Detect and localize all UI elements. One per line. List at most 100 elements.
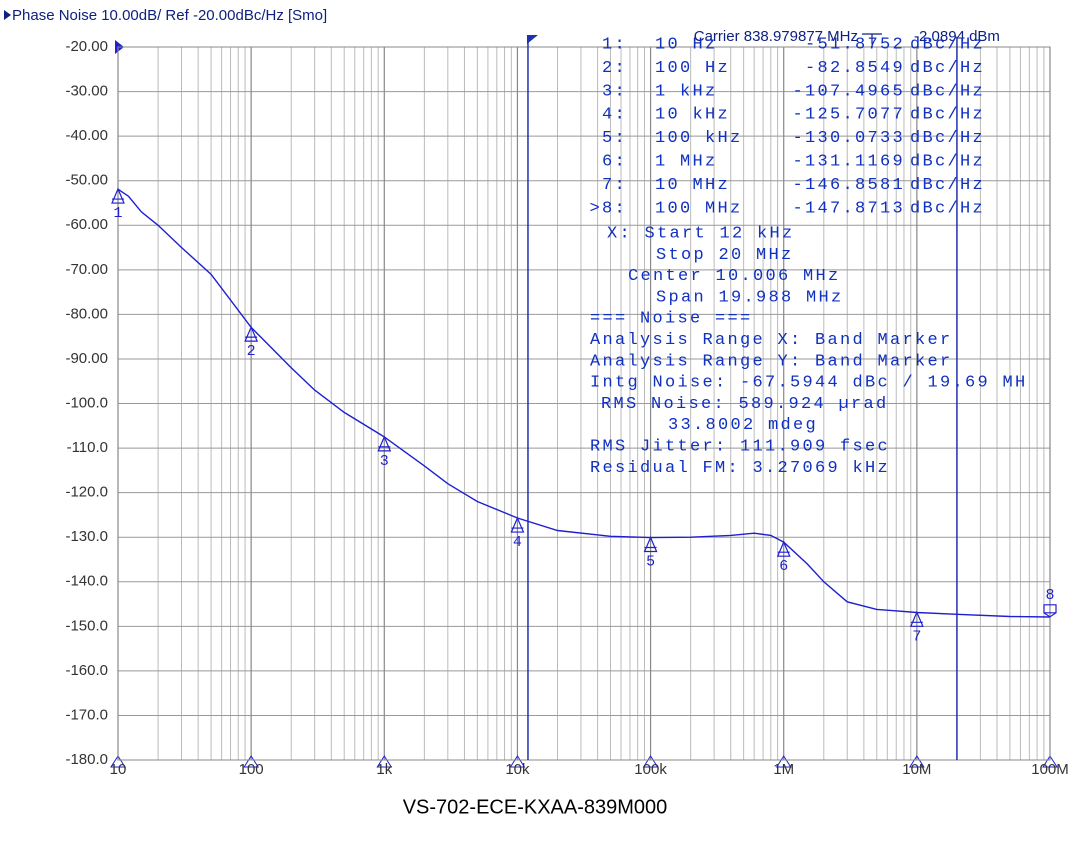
y-tick-label: -140.0: [65, 573, 108, 590]
y-tick-label: -100.0: [65, 394, 108, 411]
marker-value: -51.8752: [805, 35, 905, 54]
marker-freq: 10 MHz: [655, 176, 730, 195]
x-tick-marker: [642, 755, 659, 768]
title-arrow: [4, 10, 11, 20]
marker-row: >8:: [589, 199, 627, 218]
x-tick-marker: [908, 755, 925, 768]
marker-value: -107.4965: [792, 82, 905, 101]
marker-unit: dBc/Hz: [910, 59, 985, 78]
marker-row: 2:: [602, 59, 627, 78]
marker-row: 5:: [602, 129, 627, 148]
marker-freq: 1 kHz: [655, 82, 718, 101]
marker-row: 1:: [602, 35, 627, 54]
carrier-power: -2.0894 dBm: [914, 28, 1000, 45]
y-tick-label: -150.0: [65, 617, 108, 634]
x-tick-label: 10: [110, 761, 127, 778]
info-line: Span 19.988 MHz: [656, 288, 844, 307]
y-tick-label: -130.0: [65, 528, 108, 545]
x-tick-label: 1M: [773, 761, 794, 778]
marker-value: -82.8549: [805, 59, 905, 78]
marker-label: 7: [912, 628, 921, 645]
marker: [111, 187, 125, 204]
marker: [377, 435, 392, 452]
marker-value: -147.8713: [792, 199, 905, 218]
trace: [117, 188, 1051, 618]
info-line: Residual FM: 3.27069 kHz: [590, 459, 890, 478]
plot-frame: [117, 46, 1051, 761]
info-line: RMS Jitter: 111.909 fsec: [590, 437, 890, 456]
y-tick-label: -30.00: [65, 83, 108, 100]
info-line: X: Start 12 kHz: [607, 224, 795, 243]
marker-freq: 10 kHz: [655, 106, 730, 125]
y-tick-label: -90.00: [65, 350, 108, 367]
info-line: RMS Noise: 589.924 µrad: [601, 395, 889, 414]
y-tick-label: -40.00: [65, 127, 108, 144]
marker-row: 6:: [602, 152, 627, 171]
marker-unit: dBc/Hz: [910, 35, 985, 54]
x-tick-label: 100: [239, 761, 264, 778]
info-line: === Noise ===: [590, 310, 753, 329]
marker-value: -146.8581: [792, 176, 905, 195]
chart-title: Phase Noise 10.00dB/ Ref -20.00dBc/Hz [S…: [12, 7, 327, 24]
x-tick-label: 100k: [634, 761, 667, 778]
y-tick-label: -110.0: [67, 439, 108, 456]
info-line: Analysis Range X: Band Marker: [590, 331, 953, 350]
marker: [244, 325, 259, 342]
y-tick-label: -160.0: [65, 662, 108, 679]
marker: [643, 535, 658, 553]
marker-row: 3:: [602, 82, 627, 101]
carrier-cursor: [862, 33, 882, 44]
info-line: Center 10.006 MHz: [628, 267, 841, 286]
info-line: 33.8002 mdeg: [668, 416, 818, 435]
info-line: Stop 20 MHz: [656, 246, 794, 265]
x-tick-marker: [775, 755, 792, 768]
y-tick-label: -50.00: [65, 172, 108, 189]
y-tick-label: -20.00: [65, 38, 108, 55]
marker-label: 5: [646, 553, 655, 570]
x-tick-label: 10k: [505, 761, 530, 778]
y-tick-label: -170.0: [65, 706, 108, 723]
x-tick-marker: [110, 755, 126, 768]
marker-freq: 1 MHz: [655, 152, 718, 171]
marker: [510, 516, 525, 533]
marker-freq: 10 Hz: [655, 35, 718, 54]
marker: [909, 610, 924, 627]
y-tick-label: -70.00: [65, 261, 108, 278]
y-tick-label: -60.00: [65, 216, 108, 233]
marker-value: -130.0733: [792, 129, 905, 148]
marker-row: 4:: [602, 106, 627, 125]
marker-row: 7:: [602, 176, 627, 195]
y-tick-label: -80.00: [65, 305, 108, 322]
x-tick-label: 10M: [902, 761, 931, 778]
marker-value: -131.1169: [792, 152, 905, 171]
x-tick-marker: [243, 755, 260, 768]
marker-label: 8: [1045, 587, 1054, 604]
marker-label: 2: [247, 343, 256, 360]
marker-freq: 100 MHz: [655, 199, 743, 218]
band-flag: [526, 35, 538, 44]
info-line: Intg Noise: -67.5944 dBc / 19.69 MH: [590, 374, 1028, 393]
x-tick-label: 1k: [376, 761, 392, 778]
marker-freq: 100 kHz: [655, 129, 743, 148]
y-tick-label: -180.0: [65, 751, 108, 768]
marker-unit: dBc/Hz: [910, 129, 985, 148]
marker: [1043, 604, 1057, 618]
marker-label: 1: [113, 205, 122, 222]
marker-unit: dBc/Hz: [910, 176, 985, 195]
footer: VS-702-ECE-KXAA-839M000: [403, 796, 668, 818]
marker-freq: 100 Hz: [655, 59, 730, 78]
marker-unit: dBc/Hz: [910, 82, 985, 101]
y-tick-label: -120.0: [65, 484, 108, 501]
carrier: Carrier 838.979877 MHz: [694, 28, 858, 45]
marker-unit: dBc/Hz: [910, 106, 985, 125]
x-tick-marker: [376, 755, 393, 768]
marker-unit: dBc/Hz: [910, 152, 985, 171]
marker: [776, 540, 791, 557]
x-tick-marker: [1042, 755, 1058, 768]
x-tick-marker: [509, 755, 526, 768]
marker-unit: dBc/Hz: [910, 199, 985, 218]
marker-label: 3: [380, 453, 389, 470]
marker-label: 4: [513, 534, 522, 551]
